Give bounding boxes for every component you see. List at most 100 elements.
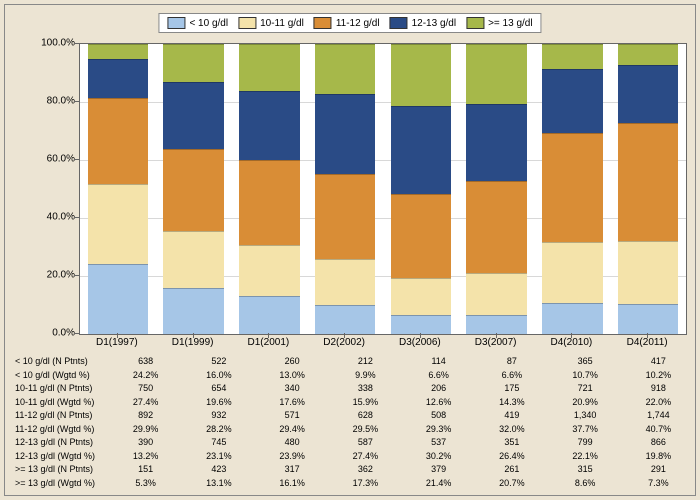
y-tick-label: 100.0% xyxy=(5,38,75,49)
table-row-cells: 8929325716285084191,3401,744 xyxy=(109,409,695,423)
stacked-bar xyxy=(163,44,224,334)
stacked-bar xyxy=(391,44,452,334)
table-cell: 6.6% xyxy=(402,369,475,383)
bar-segment xyxy=(542,133,603,242)
table-cell: 30.2% xyxy=(402,450,475,464)
table-row-cells: 63852226021211487365417 xyxy=(109,355,695,369)
x-tick-label: D2(2002) xyxy=(306,337,382,348)
stacked-bar xyxy=(88,44,149,334)
bar-segment xyxy=(618,241,679,305)
table-cell: 317 xyxy=(256,463,329,477)
table-cell: 932 xyxy=(182,409,255,423)
table-cell: 508 xyxy=(402,409,475,423)
table-row: 10-11 g/dl (N Ptnts)75065434033820617572… xyxy=(13,382,695,396)
table-cell: 175 xyxy=(475,382,548,396)
table-row: < 10 g/dl (Wgtd %)24.2%16.0%13.0%9.9%6.6… xyxy=(13,369,695,383)
table-cell: 261 xyxy=(475,463,548,477)
table-cell: 1,744 xyxy=(622,409,695,423)
legend: < 10 g/dl10-11 g/dl11-12 g/dl12-13 g/dl>… xyxy=(158,13,541,33)
table-cell: 27.4% xyxy=(329,450,402,464)
table-cell: 20.9% xyxy=(549,396,622,410)
table-cell: 87 xyxy=(475,355,548,369)
table-row-label: 10-11 g/dl (N Ptnts) xyxy=(13,382,109,396)
bar-segment xyxy=(391,194,452,279)
table-row-label: 11-12 g/dl (Wgtd %) xyxy=(13,423,109,437)
bar-segment xyxy=(391,315,452,334)
legend-swatch xyxy=(466,17,484,29)
bars-container xyxy=(80,44,686,334)
table-cell: 7.3% xyxy=(622,477,695,491)
table-cell: 866 xyxy=(622,436,695,450)
table-cell: 114 xyxy=(402,355,475,369)
table-cell: 19.6% xyxy=(182,396,255,410)
table-cell: 315 xyxy=(549,463,622,477)
table-cell: 340 xyxy=(256,382,329,396)
table-row-label: >= 13 g/dl (N Ptnts) xyxy=(13,463,109,477)
table-cell: 26.4% xyxy=(475,450,548,464)
table-row-label: >= 13 g/dl (Wgtd %) xyxy=(13,477,109,491)
bar-slot xyxy=(307,44,383,334)
stacked-bar xyxy=(618,44,679,334)
table-cell: 24.2% xyxy=(109,369,182,383)
table-cell: 379 xyxy=(402,463,475,477)
bar-slot xyxy=(610,44,686,334)
table-cell: 537 xyxy=(402,436,475,450)
table-row: >= 13 g/dl (N Ptnts)15142331736237926131… xyxy=(13,463,695,477)
bar-segment xyxy=(163,288,224,334)
table-cell: 22.0% xyxy=(622,396,695,410)
bar-segment xyxy=(163,231,224,288)
bar-segment xyxy=(618,304,679,334)
table-cell: 654 xyxy=(182,382,255,396)
table-cell: 745 xyxy=(182,436,255,450)
x-tick-label: D1(2001) xyxy=(231,337,307,348)
table-cell: 721 xyxy=(549,382,622,396)
table-cell: 29.3% xyxy=(402,423,475,437)
bar-slot xyxy=(232,44,308,334)
table-cell: 13.1% xyxy=(182,477,255,491)
bar-slot xyxy=(156,44,232,334)
table-cell: 27.4% xyxy=(109,396,182,410)
bar-segment xyxy=(618,44,679,65)
chart-frame: < 10 g/dl10-11 g/dl11-12 g/dl12-13 g/dl>… xyxy=(4,4,696,496)
table-cell: 212 xyxy=(329,355,402,369)
table-row: < 10 g/dl (N Ptnts)638522260212114873654… xyxy=(13,355,695,369)
bar-segment xyxy=(391,44,452,106)
table-row: 10-11 g/dl (Wgtd %)27.4%19.6%17.6%15.9%1… xyxy=(13,396,695,410)
table-cell: 260 xyxy=(256,355,329,369)
table-row-cells: 5.3%13.1%16.1%17.3%21.4%20.7%8.6%7.3% xyxy=(109,477,695,491)
table-row-cells: 29.9%28.2%29.4%29.5%29.3%32.0%37.7%40.7% xyxy=(109,423,695,437)
bar-segment xyxy=(466,104,527,181)
bar-slot xyxy=(535,44,611,334)
table-row-label: 12-13 g/dl (N Ptnts) xyxy=(13,436,109,450)
data-table: < 10 g/dl (N Ptnts)638522260212114873654… xyxy=(13,355,695,490)
y-tick-label: 60.0% xyxy=(5,154,75,165)
bar-segment xyxy=(88,98,149,185)
table-cell: 5.3% xyxy=(109,477,182,491)
y-tick-label: 0.0% xyxy=(5,328,75,339)
table-cell: 417 xyxy=(622,355,695,369)
x-tick-label: D4(2011) xyxy=(609,337,685,348)
legend-swatch xyxy=(390,17,408,29)
table-cell: 587 xyxy=(329,436,402,450)
table-cell: 13.2% xyxy=(109,450,182,464)
legend-label: 12-13 g/dl xyxy=(412,18,456,29)
table-row: 12-13 g/dl (N Ptnts)39074548058753735179… xyxy=(13,436,695,450)
x-tick-label: D4(2010) xyxy=(534,337,610,348)
table-cell: 17.6% xyxy=(256,396,329,410)
table-cell: 480 xyxy=(256,436,329,450)
table-cell: 6.6% xyxy=(475,369,548,383)
bar-segment xyxy=(618,123,679,241)
table-cell: 365 xyxy=(549,355,622,369)
table-row-label: < 10 g/dl (N Ptnts) xyxy=(13,355,109,369)
bar-segment xyxy=(163,44,224,82)
table-cell: 16.0% xyxy=(182,369,255,383)
table-cell: 390 xyxy=(109,436,182,450)
bar-segment xyxy=(391,278,452,315)
table-cell: 10.7% xyxy=(549,369,622,383)
table-cell: 638 xyxy=(109,355,182,369)
bar-segment xyxy=(315,174,376,260)
table-cell: 10.2% xyxy=(622,369,695,383)
bar-segment xyxy=(466,315,527,334)
x-axis-labels: D1(1997)D1(1999)D1(2001)D2(2002)D3(2006)… xyxy=(79,337,685,348)
bar-segment xyxy=(466,181,527,274)
